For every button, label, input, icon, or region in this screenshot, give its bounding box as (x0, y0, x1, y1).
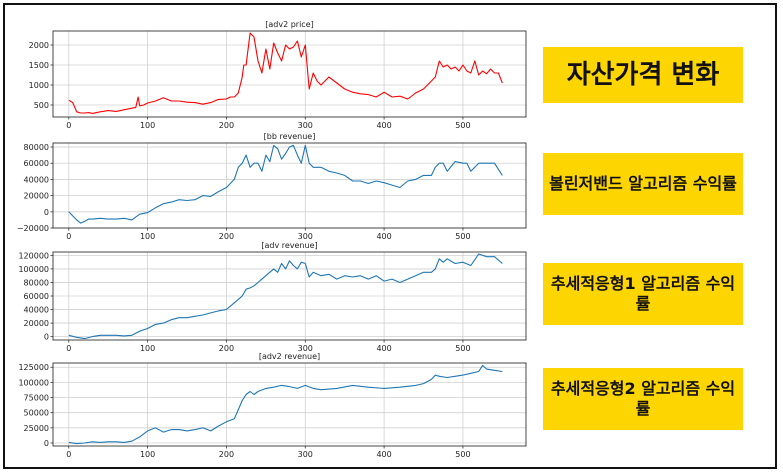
chart4-xtick-0: 0 (66, 450, 71, 459)
chart1-ytick-2: 1500 (29, 61, 49, 70)
chart1-plot-frame (52, 30, 527, 118)
chart1-ytick-1: 1000 (29, 81, 49, 90)
chart3-ytick-6: 120000 (18, 251, 49, 260)
chart2-xtick-1: 100 (140, 232, 155, 241)
chart1-xtick-2: 200 (219, 121, 234, 130)
chart4-xtick-1: 100 (140, 450, 155, 459)
chart1-title: [adv2 price] (265, 20, 314, 29)
chart4-plot-frame (52, 362, 527, 447)
chart4-ytick-2: 50000 (24, 409, 49, 418)
chart2-xtick-5: 500 (455, 232, 470, 241)
chart3-xtick-4: 400 (376, 344, 391, 353)
chart3-xtick-5: 500 (455, 344, 470, 353)
chart3-xtick-2: 200 (219, 344, 234, 353)
chart4-ytick-3: 75000 (24, 394, 49, 403)
chart2-ytick-3: 40000 (24, 175, 49, 184)
chart3-ytick-4: 80000 (24, 278, 49, 287)
chart1-ytick-0: 500 (34, 101, 49, 110)
chart4-xtick-4: 400 (376, 450, 391, 459)
chart2-ytick-4: 60000 (24, 159, 49, 168)
chart2-plot-frame (52, 142, 527, 229)
chart2-xtick-4: 400 (376, 232, 391, 241)
chart4-ytick-4: 100000 (18, 378, 49, 387)
chart2-xtick-3: 300 (298, 232, 313, 241)
label-asset-price: 자산가격 변화 (543, 47, 743, 103)
chart1-xtick-3: 300 (298, 121, 313, 130)
chart3-ytick-1: 20000 (24, 319, 49, 328)
chart2-series-line-0 (68, 144, 503, 224)
chart3-title: [adv revenue] (261, 241, 317, 250)
chart3-ytick-5: 100000 (18, 265, 49, 274)
chart3-xtick-1: 100 (140, 344, 155, 353)
chart2-xtick-0: 0 (66, 232, 71, 241)
chart1-xtick-5: 500 (455, 121, 470, 130)
chart1-series-line-0 (68, 32, 503, 114)
chart1-ytick-3: 2000 (29, 41, 49, 50)
chart4-xtick-3: 300 (298, 450, 313, 459)
chart2-xtick-2: 200 (219, 232, 234, 241)
chart1-xtick-4: 400 (376, 121, 391, 130)
chart2-ytick-5: 80000 (24, 143, 49, 152)
chart3-ytick-2: 40000 (24, 306, 49, 315)
chart3-ytick-0: 0 (44, 333, 49, 342)
chart4-ytick-0: 0 (44, 439, 49, 448)
chart3-ytick-3: 60000 (24, 292, 49, 301)
chart2-ytick-1: 0 (44, 208, 49, 217)
chart4-ytick-1: 25000 (24, 424, 49, 433)
chart4-xtick-2: 200 (219, 450, 234, 459)
chart3-xtick-0: 0 (66, 344, 71, 353)
label-adaptive2-revenue: 추세적응형2 알고리즘 수익률 (543, 368, 743, 430)
chart3-xtick-3: 300 (298, 344, 313, 353)
chart3-series-line-0 (68, 253, 503, 340)
chart4-ytick-5: 125000 (18, 363, 49, 372)
label-adaptive1-revenue: 추세적응형1 알고리즘 수익률 (543, 263, 743, 325)
chart4-title: [adv2 revenue] (259, 352, 320, 361)
chart4-xtick-5: 500 (455, 450, 470, 459)
chart1-xtick-1: 100 (140, 121, 155, 130)
chart2-title: [bb revenue] (264, 132, 316, 141)
chart2-ytick-2: 20000 (24, 192, 49, 201)
label-bollinger-revenue: 볼린저밴드 알고리즘 수익률 (543, 153, 743, 215)
chart4-series-line-0 (68, 364, 503, 445)
chart1-xtick-0: 0 (66, 121, 71, 130)
chart2-ytick-0: −20000 (17, 224, 49, 233)
